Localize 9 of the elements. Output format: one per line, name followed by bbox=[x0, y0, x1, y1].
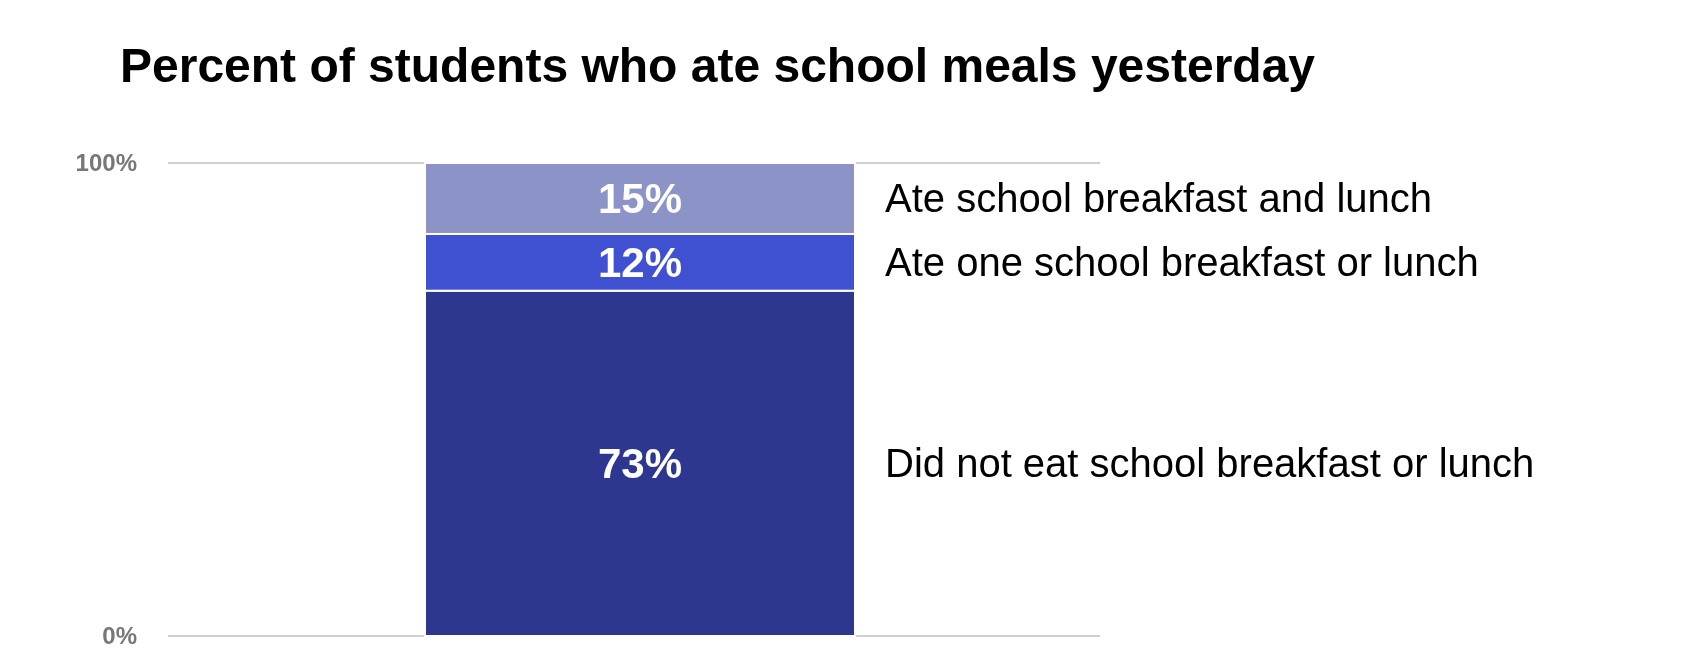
y-tick-label: 100% bbox=[75, 149, 137, 177]
series-label: Ate school breakfast and lunch bbox=[885, 176, 1433, 221]
data-label: 73% bbox=[597, 440, 683, 488]
series-label: Ate one school breakfast or lunch bbox=[885, 240, 1479, 285]
data-label: 15% bbox=[597, 175, 683, 223]
data-label: 12% bbox=[597, 239, 683, 287]
chart-title: Percent of students who ate school meals yesterday bbox=[120, 39, 1316, 92]
y-tick-label: 0% bbox=[102, 622, 137, 650]
series-label: Did not eat school breakfast or lunch bbox=[885, 441, 1535, 486]
